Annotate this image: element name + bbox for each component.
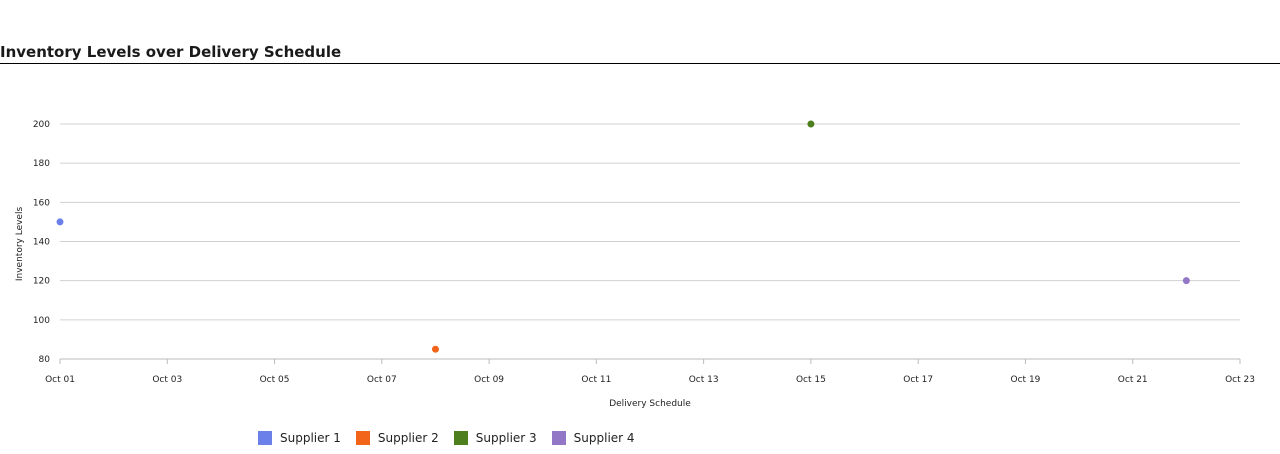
legend-item[interactable]: Supplier 4 (551, 431, 635, 445)
legend-item[interactable]: Supplier 1 (258, 431, 341, 445)
x-tick-label: Oct 15 (796, 375, 826, 385)
legend-swatch (355, 431, 370, 445)
x-tick-label: Oct 03 (152, 375, 182, 385)
grid (60, 123, 1240, 321)
x-tick-label: Oct 11 (581, 375, 611, 385)
x-tick-label: Oct 21 (1118, 375, 1148, 385)
axes: 80 100 120 140 160 180 200 Oct 01 Oct 03 Oct 05 Oc… (33, 120, 1255, 385)
legend-label: Supplier 1 (280, 431, 341, 445)
data-point[interactable] (56, 218, 64, 226)
x-tick-label: Oct 23 (1225, 375, 1255, 385)
y-tick-label: 200 (33, 120, 50, 130)
data-point[interactable] (807, 120, 815, 128)
data-points (56, 120, 1190, 353)
x-tick-label: Oct 09 (474, 375, 504, 385)
legend-swatch (551, 431, 566, 445)
x-tick-label: Oct 01 (45, 375, 75, 385)
legend-label: Supplier 2 (377, 431, 439, 445)
y-tick-label: 80 (39, 355, 51, 365)
legend-label: Supplier 4 (573, 431, 635, 445)
x-tick-label: Oct 19 (1011, 375, 1041, 385)
x-tick-label: Oct 07 (367, 375, 397, 385)
y-tick-label: 100 (33, 316, 50, 326)
y-tick-label: 180 (33, 159, 50, 169)
x-tick-label: Oct 17 (903, 375, 933, 385)
y-axis-title: Inventory Levels (15, 207, 25, 282)
data-point[interactable] (431, 345, 439, 353)
y-tick-label: 160 (33, 198, 50, 208)
data-point[interactable] (1182, 277, 1190, 285)
legend-item[interactable]: Supplier 2 (355, 431, 439, 445)
legend-label: Supplier 3 (475, 431, 537, 445)
legend-item[interactable]: Supplier 3 (453, 431, 537, 445)
legend-swatch (258, 431, 272, 445)
y-tick-label: 140 (33, 238, 50, 248)
x-tick-label: Oct 05 (260, 375, 290, 385)
x-axis-title: Delivery Schedule (609, 399, 691, 409)
chart-header: Inventory Levels over Delivery Schedule (0, 0, 1280, 64)
legend: Supplier 1 Supplier 2 Supplier 3 Supplier 4 (258, 430, 650, 446)
chart-title: Inventory Levels over Delivery Schedule (0, 43, 342, 61)
y-tick-label: 120 (33, 277, 50, 287)
legend-swatch (453, 431, 468, 445)
x-tick-label: Oct 13 (689, 375, 719, 385)
